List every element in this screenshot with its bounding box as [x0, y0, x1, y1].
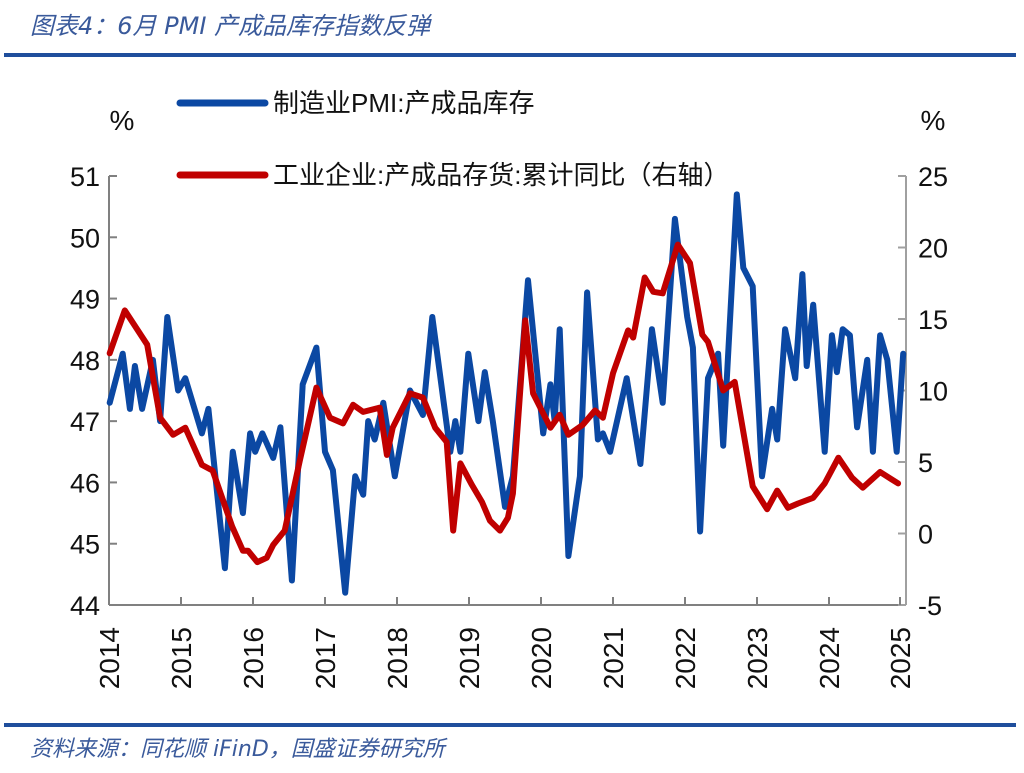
right-tick-label: -5 [918, 591, 942, 621]
right-tick-label: 25 [918, 162, 948, 192]
left-tick-label: 51 [70, 162, 100, 192]
right-tick-label: 15 [918, 305, 948, 335]
x-tick-label: 2022 [670, 627, 701, 689]
legend-label-pmi: 制造业PMI:产成品库存 [273, 88, 534, 118]
left-tick-label: 44 [70, 591, 100, 621]
left-tick-label: 49 [70, 285, 100, 315]
bottom-divider [4, 723, 1016, 727]
left-tick-label: 45 [70, 530, 100, 560]
right-tick-label: 0 [918, 520, 933, 550]
x-tick-label: 2025 [885, 627, 916, 689]
left-axis-unit: % [110, 105, 135, 136]
x-tick-label: 2023 [742, 627, 773, 689]
x-tick-label: 2014 [94, 627, 125, 689]
right-axis-unit: % [921, 105, 946, 136]
legend-label-inventory: 工业企业:产成品存货:累计同比（右轴） [273, 160, 729, 190]
x-tick-label: 2017 [310, 627, 341, 689]
top-divider [4, 53, 1016, 57]
right-tick-label: 10 [918, 377, 948, 407]
x-tick-label: 2018 [382, 627, 413, 689]
series-line-inventory [106, 241, 902, 566]
right-tick-label: 5 [918, 448, 933, 478]
left-tick-label: 50 [70, 223, 100, 253]
left-tick-label: 46 [70, 468, 100, 498]
x-tick-label: 2015 [166, 627, 197, 689]
series-line-pmi [106, 191, 907, 596]
source-note: 资料来源：同花顺 iFinD，国盛证券研究所 [30, 737, 445, 762]
x-tick-label: 2020 [526, 627, 557, 689]
x-tick-label: 2016 [238, 627, 269, 689]
x-tick-label: 2021 [598, 627, 629, 689]
x-tick-label: 2019 [454, 627, 485, 689]
left-tick-label: 48 [70, 346, 100, 376]
x-tick-label: 2024 [814, 627, 845, 689]
right-tick-label: 20 [918, 234, 948, 264]
figure-title: 图表4：6月 PMI 产成品库存指数反弹 [30, 12, 431, 40]
left-tick-label: 47 [70, 407, 100, 437]
